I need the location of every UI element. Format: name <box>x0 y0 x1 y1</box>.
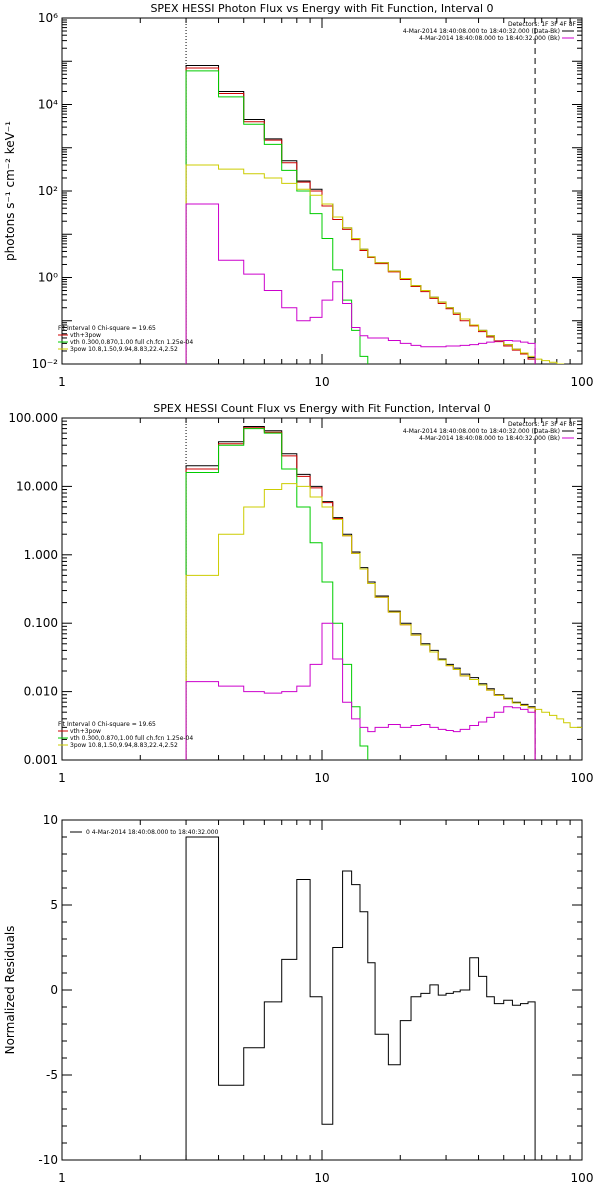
fit-info-header: Fit Interval 0 Chi-square = 19.65 <box>58 325 156 332</box>
y-tick-label: 0 <box>50 983 58 997</box>
x-tick-label: 10 <box>314 1171 329 1185</box>
x-tick-label: 1 <box>58 375 66 389</box>
series-residuals <box>185 836 536 1160</box>
series-3pow <box>185 483 582 760</box>
y-tick-label: -5 <box>46 1068 58 1082</box>
series-group <box>185 836 536 1160</box>
y-tick-label: 10⁻² <box>32 357 59 371</box>
y-tick-label: 10⁰ <box>38 271 58 285</box>
series-3pow <box>185 164 565 364</box>
series-group <box>185 64 565 364</box>
y-tick-label: -10 <box>38 1153 58 1167</box>
series-vth <box>185 70 389 364</box>
chart-panel-1: 1 10 100 10⁻² 10⁰ 10² 10⁴ 10⁶ SPEX HESSI Photon … <box>3 2 593 389</box>
series-bk <box>185 622 536 760</box>
fit-info-label: vth 0.300,0.870,1.00 full ch.fcn 1.25e-0… <box>70 735 193 742</box>
legend-label: 4-Mar-2014 18:40:08.000 to 18:40:32.000 … <box>419 435 560 442</box>
y-tick-label: 0.100 <box>24 616 58 630</box>
x-tick-label: 100 <box>571 375 594 389</box>
y-tick-label: 1.000 <box>24 548 58 562</box>
chart-title: SPEX HESSI Photon Flux vs Energy with Fi… <box>150 2 493 15</box>
series-vth-3pow <box>185 427 536 760</box>
y-tick-label: 10 <box>43 813 58 827</box>
y-tick-label: 10² <box>38 184 58 198</box>
fit-info: Fit Interval 0 Chi-square = 19.65vth+3po… <box>58 721 193 749</box>
y-tick-label: 0.010 <box>24 685 58 699</box>
legend-header: Detectors: 1F 3F 4F 8F <box>508 21 577 28</box>
series-group <box>185 426 582 760</box>
fit-info-header: Fit Interval 0 Chi-square = 19.65 <box>58 721 156 728</box>
y-tick-label: 100.000 <box>8 411 58 425</box>
x-tick-label: 100 <box>571 771 594 785</box>
x-tick-label: 100 <box>571 1171 594 1185</box>
chart-panel-3: 1 10 100 -10 -5 0 5 10 Normalized Residuals 0 4-M… <box>3 813 593 1185</box>
series-data-bk <box>185 426 536 760</box>
fit-info-label: 3pow 10.8,1.50,9.94,8.83,22.4,2.52 <box>70 742 178 749</box>
series-vth-3pow <box>185 67 536 364</box>
legend-label: 4-Mar-2014 18:40:08.000 to 18:40:32.000 … <box>419 35 560 42</box>
y-tick-label: 10⁴ <box>38 98 58 112</box>
fit-info-label: vth+3pow <box>70 728 101 735</box>
y-tick-label: 5 <box>50 898 58 912</box>
y-axis-label: photons s⁻¹ cm⁻² keV⁻¹ <box>3 121 17 261</box>
legend: 0 4-Mar-2014 18:40:08.000 to 18:40:32.00… <box>70 829 219 836</box>
series-vth <box>185 428 369 760</box>
y-tick-label: 10.000 <box>16 479 58 493</box>
fit-info-label: 3pow 10.8,1.50,9.94,8.83,22.4,2.52 <box>70 346 178 353</box>
fit-info-label: vth+3pow <box>70 332 101 339</box>
chart-panel-2: 1 10 100 0.001 0.010 0.100 1.000 10.000 100.000 S… <box>8 402 593 785</box>
y-axis-label: Normalized Residuals <box>3 926 17 1055</box>
y-tick-label: 0.001 <box>24 753 58 767</box>
legend-label: 4-Mar-2014 18:40:08.000 to 18:40:32.000 … <box>403 428 560 435</box>
x-tick-label: 10 <box>314 375 329 389</box>
legend-label: 0 4-Mar-2014 18:40:08.000 to 18:40:32.00… <box>86 829 219 836</box>
fit-info-label: vth 0.300,0.870,1.00 full ch.fcn 1.25e-0… <box>70 339 193 346</box>
legend: Detectors: 1F 3F 4F 8F4-Mar-2014 18:40:0… <box>403 421 577 442</box>
fit-info: Fit Interval 0 Chi-square = 19.65vth+3po… <box>58 325 193 353</box>
x-tick-label: 1 <box>58 771 66 785</box>
x-tick-label: 10 <box>314 771 329 785</box>
legend-label: 4-Mar-2014 18:40:08.000 to 18:40:32.000 … <box>403 28 560 35</box>
chart-title: SPEX HESSI Count Flux vs Energy with Fit… <box>153 402 490 415</box>
legend-header: Detectors: 1F 3F 4F 8F <box>508 421 577 428</box>
x-tick-label: 1 <box>58 1171 66 1185</box>
series-data-bk <box>185 64 536 364</box>
series-bk <box>185 203 536 364</box>
y-tick-label: 10⁶ <box>38 11 58 25</box>
legend: Detectors: 1F 3F 4F 8F4-Mar-2014 18:40:0… <box>403 21 577 42</box>
